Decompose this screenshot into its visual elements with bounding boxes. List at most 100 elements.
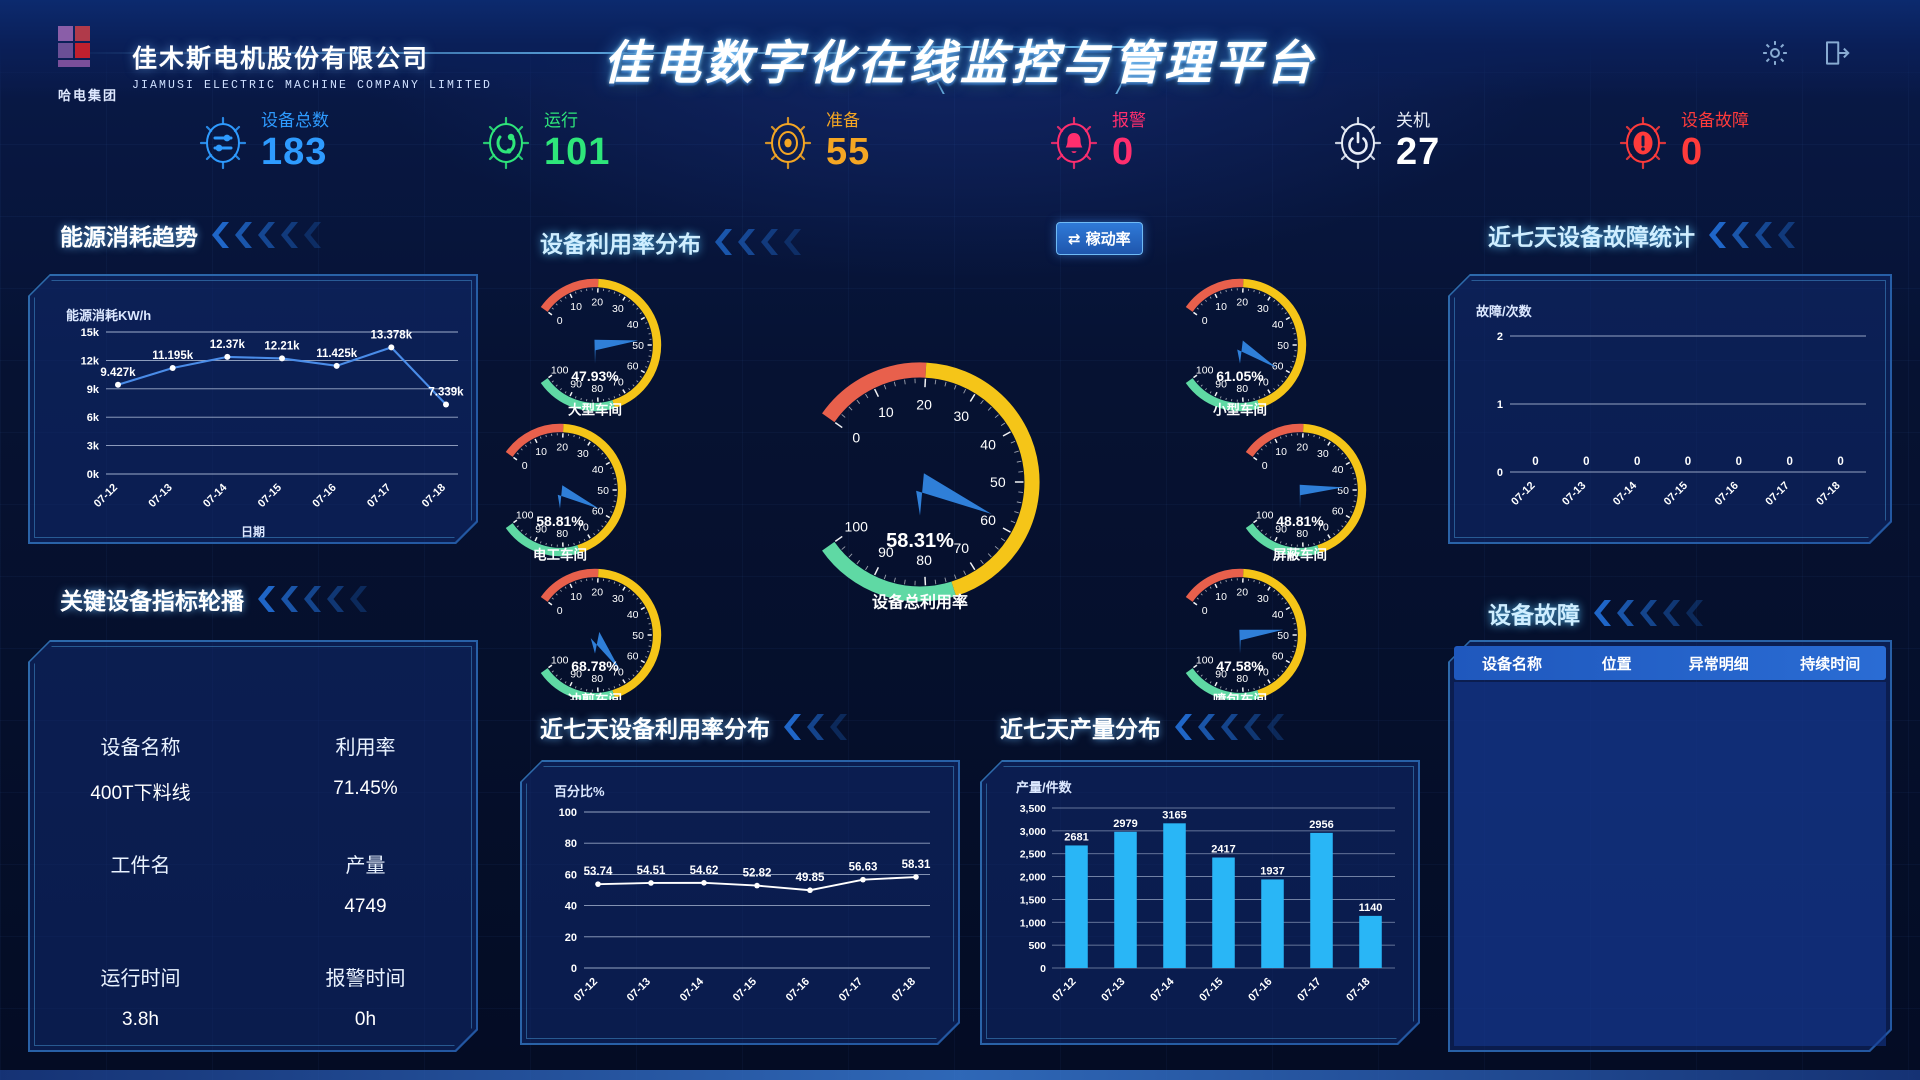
kpi-label: 关机 (1396, 111, 1430, 130)
svg-text:07-12: 07-12 (572, 976, 600, 1004)
svg-text:10: 10 (1215, 591, 1227, 603)
svg-text:30: 30 (1257, 593, 1269, 605)
fault-table-body[interactable] (1454, 682, 1886, 1046)
svg-text:1: 1 (1497, 399, 1503, 411)
chevron-decoration (1594, 600, 1888, 626)
svg-text:70: 70 (612, 376, 624, 388)
chevron-decoration (1175, 714, 1420, 740)
power-off-icon (1330, 113, 1386, 171)
svg-text:3k: 3k (87, 441, 100, 453)
svg-text:48.81%: 48.81% (1276, 513, 1324, 529)
svg-text:0: 0 (1262, 460, 1268, 472)
svg-text:20: 20 (1236, 587, 1248, 599)
svg-text:20: 20 (1236, 297, 1248, 309)
svg-text:90: 90 (535, 524, 547, 536)
svg-text:07-15: 07-15 (1662, 480, 1690, 508)
svg-text:500: 500 (1028, 940, 1046, 952)
chevron-left-icon (327, 586, 344, 612)
svg-text:07-18: 07-18 (420, 482, 448, 510)
rate-toggle-button[interactable]: ⇄ 稼动率 (1056, 222, 1143, 255)
svg-text:07-14: 07-14 (678, 975, 707, 1004)
svg-text:70: 70 (1257, 666, 1269, 678)
chevron-left-icon (1778, 222, 1795, 248)
kpi-value: 0 (1681, 131, 1704, 173)
svg-text:60: 60 (1272, 651, 1284, 663)
svg-text:07-13: 07-13 (1099, 976, 1127, 1004)
panel-background (28, 640, 478, 1052)
utilization-panel-title: 设备利用率分布 (540, 225, 1100, 259)
col-header-device-name: 设备名称 (1482, 655, 1543, 673)
svg-text:70: 70 (1317, 521, 1329, 533)
svg-text:80: 80 (556, 528, 568, 540)
seven-day-utilization-chart: 百分比% 0 20 40 60 80 100 53.74 54.51 54.62 52.82 49… (554, 784, 931, 1004)
panel-background (28, 274, 478, 544)
logo-subtitle: 哈电集团 (58, 88, 119, 103)
svg-text:60: 60 (565, 869, 577, 881)
fault-table-panel: 设备名称 位置 异常明细 持续时间 (1448, 640, 1892, 1052)
svg-text:58.31%: 58.31% (886, 530, 954, 552)
panel-inner-border (526, 766, 954, 1039)
col-header-detail: 异常明细 (1688, 655, 1749, 673)
svg-text:6k: 6k (87, 412, 100, 424)
svg-text:小型车间: 小型车间 (1213, 401, 1267, 417)
util7-panel-title: 近七天设备利用率分布 (540, 710, 960, 744)
svg-text:0: 0 (1583, 456, 1589, 468)
title-text: 近七天产量分布 (1000, 716, 1161, 742)
kpi-alarm[interactable]: 报警 0 (1046, 112, 1146, 171)
running-icon (478, 113, 534, 171)
svg-text:0: 0 (557, 605, 563, 617)
svg-text:07-16: 07-16 (310, 482, 338, 510)
chevron-left-icon (1244, 714, 1261, 740)
chevron-left-icon (212, 222, 229, 248)
energy-chart-panel: 能源消耗KW/h 0k 3k 6k 9k 12k 15k 9.427k 11.195k 12.… (28, 274, 478, 544)
svg-text:50: 50 (597, 485, 609, 497)
kpi-running[interactable]: 运行 101 (478, 112, 610, 171)
title-text: 关键设备指标轮播 (60, 588, 244, 614)
svg-text:20: 20 (591, 587, 603, 599)
svg-text:50: 50 (990, 474, 1006, 490)
chevron-left-icon (281, 586, 298, 612)
svg-text:100: 100 (559, 807, 577, 819)
kpi-standby[interactable]: 准备 55 (760, 112, 870, 171)
svg-text:11.425k: 11.425k (316, 348, 358, 360)
col-header-device-name: 设备名称 (100, 737, 181, 759)
kpi-shutdown[interactable]: 关机 27 (1330, 112, 1440, 171)
key-equipment-panel-title: 关键设备指标轮播 (60, 582, 480, 616)
kpi-device-total[interactable]: 设备总数 183 (195, 112, 329, 171)
svg-text:30: 30 (612, 303, 624, 315)
kpi-fault[interactable]: 设备故障 0 (1615, 112, 1749, 171)
value-alarmtime: 0h (354, 1009, 377, 1030)
chevron-decoration (715, 229, 1100, 255)
svg-text:2979: 2979 (1113, 818, 1137, 830)
svg-text:68.78%: 68.78% (571, 658, 619, 674)
svg-text:60: 60 (592, 506, 604, 518)
kpi-value: 183 (261, 131, 328, 173)
header-sweep-line (60, 52, 920, 54)
svg-text:2,500: 2,500 (1020, 849, 1046, 861)
svg-text:100: 100 (1256, 509, 1274, 521)
output7-panel-title: 近七天产量分布 (1000, 710, 1420, 744)
svg-text:1937: 1937 (1260, 865, 1284, 877)
panel-background (520, 760, 960, 1045)
svg-text:100: 100 (1196, 654, 1214, 666)
chevron-left-icon (1663, 600, 1680, 626)
logout-icon[interactable] (1822, 38, 1852, 68)
value-runtime: 3.8h (122, 1009, 159, 1030)
svg-text:1,500: 1,500 (1020, 894, 1046, 906)
gear-icon[interactable] (1760, 38, 1790, 68)
svg-text:07-18: 07-18 (1344, 976, 1372, 1004)
svg-text:90: 90 (1275, 524, 1287, 536)
svg-text:70: 70 (612, 666, 624, 678)
svg-text:0: 0 (1202, 315, 1208, 327)
svg-text:40: 40 (1272, 609, 1284, 621)
svg-text:0: 0 (1685, 456, 1691, 468)
standby-icon (760, 113, 816, 171)
panel-background (1448, 274, 1892, 544)
col-header-location: 位置 (1601, 655, 1632, 673)
svg-text:50: 50 (632, 340, 644, 352)
svg-text:10: 10 (1275, 446, 1287, 458)
svg-text:90: 90 (570, 379, 582, 391)
chevron-decoration (784, 714, 960, 740)
